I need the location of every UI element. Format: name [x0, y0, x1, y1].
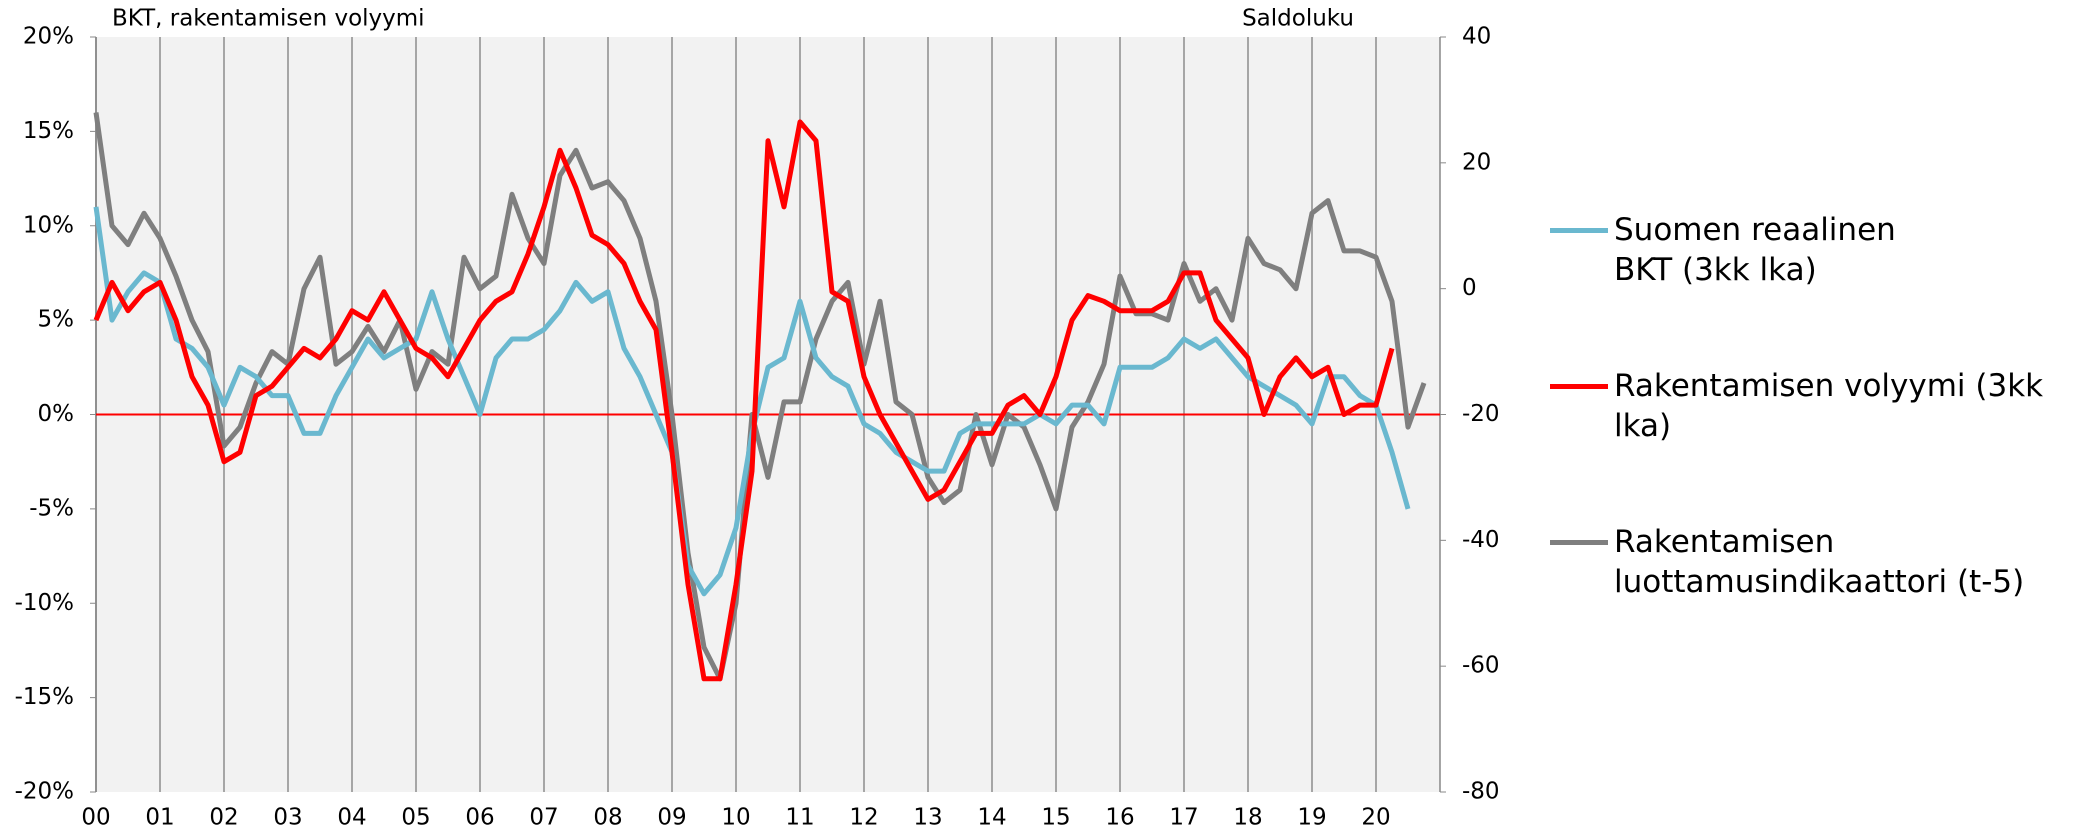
- y-tick-label: -5%: [29, 495, 74, 521]
- x-tick-label: 08: [593, 805, 622, 831]
- legend-swatch: [1550, 228, 1608, 233]
- x-tick-label: 11: [785, 805, 814, 831]
- series-line: [93, 112, 1427, 682]
- series-line: [93, 119, 1395, 682]
- x-tick-label: 04: [337, 805, 366, 831]
- x-tick-label: 15: [1041, 805, 1070, 831]
- y-tick-label: 10%: [23, 212, 74, 238]
- legend-label: Suomen reaalinen BKT (3kk lka): [1614, 212, 1896, 288]
- y2-tick-label: -60: [1462, 653, 1500, 679]
- y-tick-label: -15%: [15, 684, 74, 710]
- x-tick-label: 16: [1105, 805, 1134, 831]
- legend-swatch: [1550, 540, 1608, 545]
- y-tick-label: -10%: [15, 590, 74, 616]
- x-tick-label: 00: [81, 805, 110, 831]
- x-tick-label: 07: [529, 805, 558, 831]
- y2-axis-title: Saldoluku: [1242, 6, 1354, 32]
- x-tick-label: 17: [1169, 805, 1198, 831]
- y-tick-label: 0%: [38, 401, 75, 427]
- chart: BKT, rakentamisen volyymi Saldoluku 00 01…: [15, 6, 1500, 831]
- legend-item: Rakentamisen luottamusindikaattori (t-5): [1550, 522, 2034, 602]
- x-tick-label: 18: [1233, 805, 1262, 831]
- x-tick-label: 01: [145, 805, 174, 831]
- x-tick-label: 12: [849, 805, 878, 831]
- x-tick-label: 19: [1297, 805, 1326, 831]
- x-tick-label: 09: [657, 805, 686, 831]
- y-tick-label: 5%: [38, 307, 75, 333]
- y2-tick-label: 20: [1462, 149, 1491, 175]
- legend-item: Suomen reaalinen BKT (3kk lka): [1550, 210, 1934, 290]
- legend-label: Rakentamisen volyymi (3kk lka): [1614, 368, 2044, 444]
- legend-item: Rakentamisen volyymi (3kk lka): [1550, 366, 2080, 446]
- y-tick-label: 20%: [23, 24, 74, 50]
- legend-label: Rakentamisen luottamusindikaattori (t-5): [1614, 524, 2025, 600]
- legend: Suomen reaalinen BKT (3kk lka) Rakentamis…: [1550, 210, 2080, 678]
- y2-tick-label: -20: [1462, 401, 1500, 427]
- legend-swatch: [1550, 384, 1608, 389]
- y-tick-label: 15%: [23, 118, 74, 144]
- x-tick-label: 02: [209, 805, 238, 831]
- x-tick-label: 06: [465, 805, 494, 831]
- x-tick-label: 05: [401, 805, 430, 831]
- x-tick-label: 14: [977, 805, 1006, 831]
- x-tick-label: 03: [273, 805, 302, 831]
- y-tick-label: -20%: [15, 779, 74, 805]
- y2-tick-label: -40: [1462, 527, 1500, 553]
- y2-tick-label: 40: [1462, 24, 1491, 50]
- y-axis-title: BKT, rakentamisen volyymi: [112, 6, 425, 32]
- x-tick-label: 13: [913, 805, 942, 831]
- y2-tick-label: 0: [1462, 275, 1477, 301]
- x-tick-label: 20: [1361, 805, 1390, 831]
- y2-tick-label: -80: [1462, 779, 1500, 805]
- x-tick-label: 10: [721, 805, 750, 831]
